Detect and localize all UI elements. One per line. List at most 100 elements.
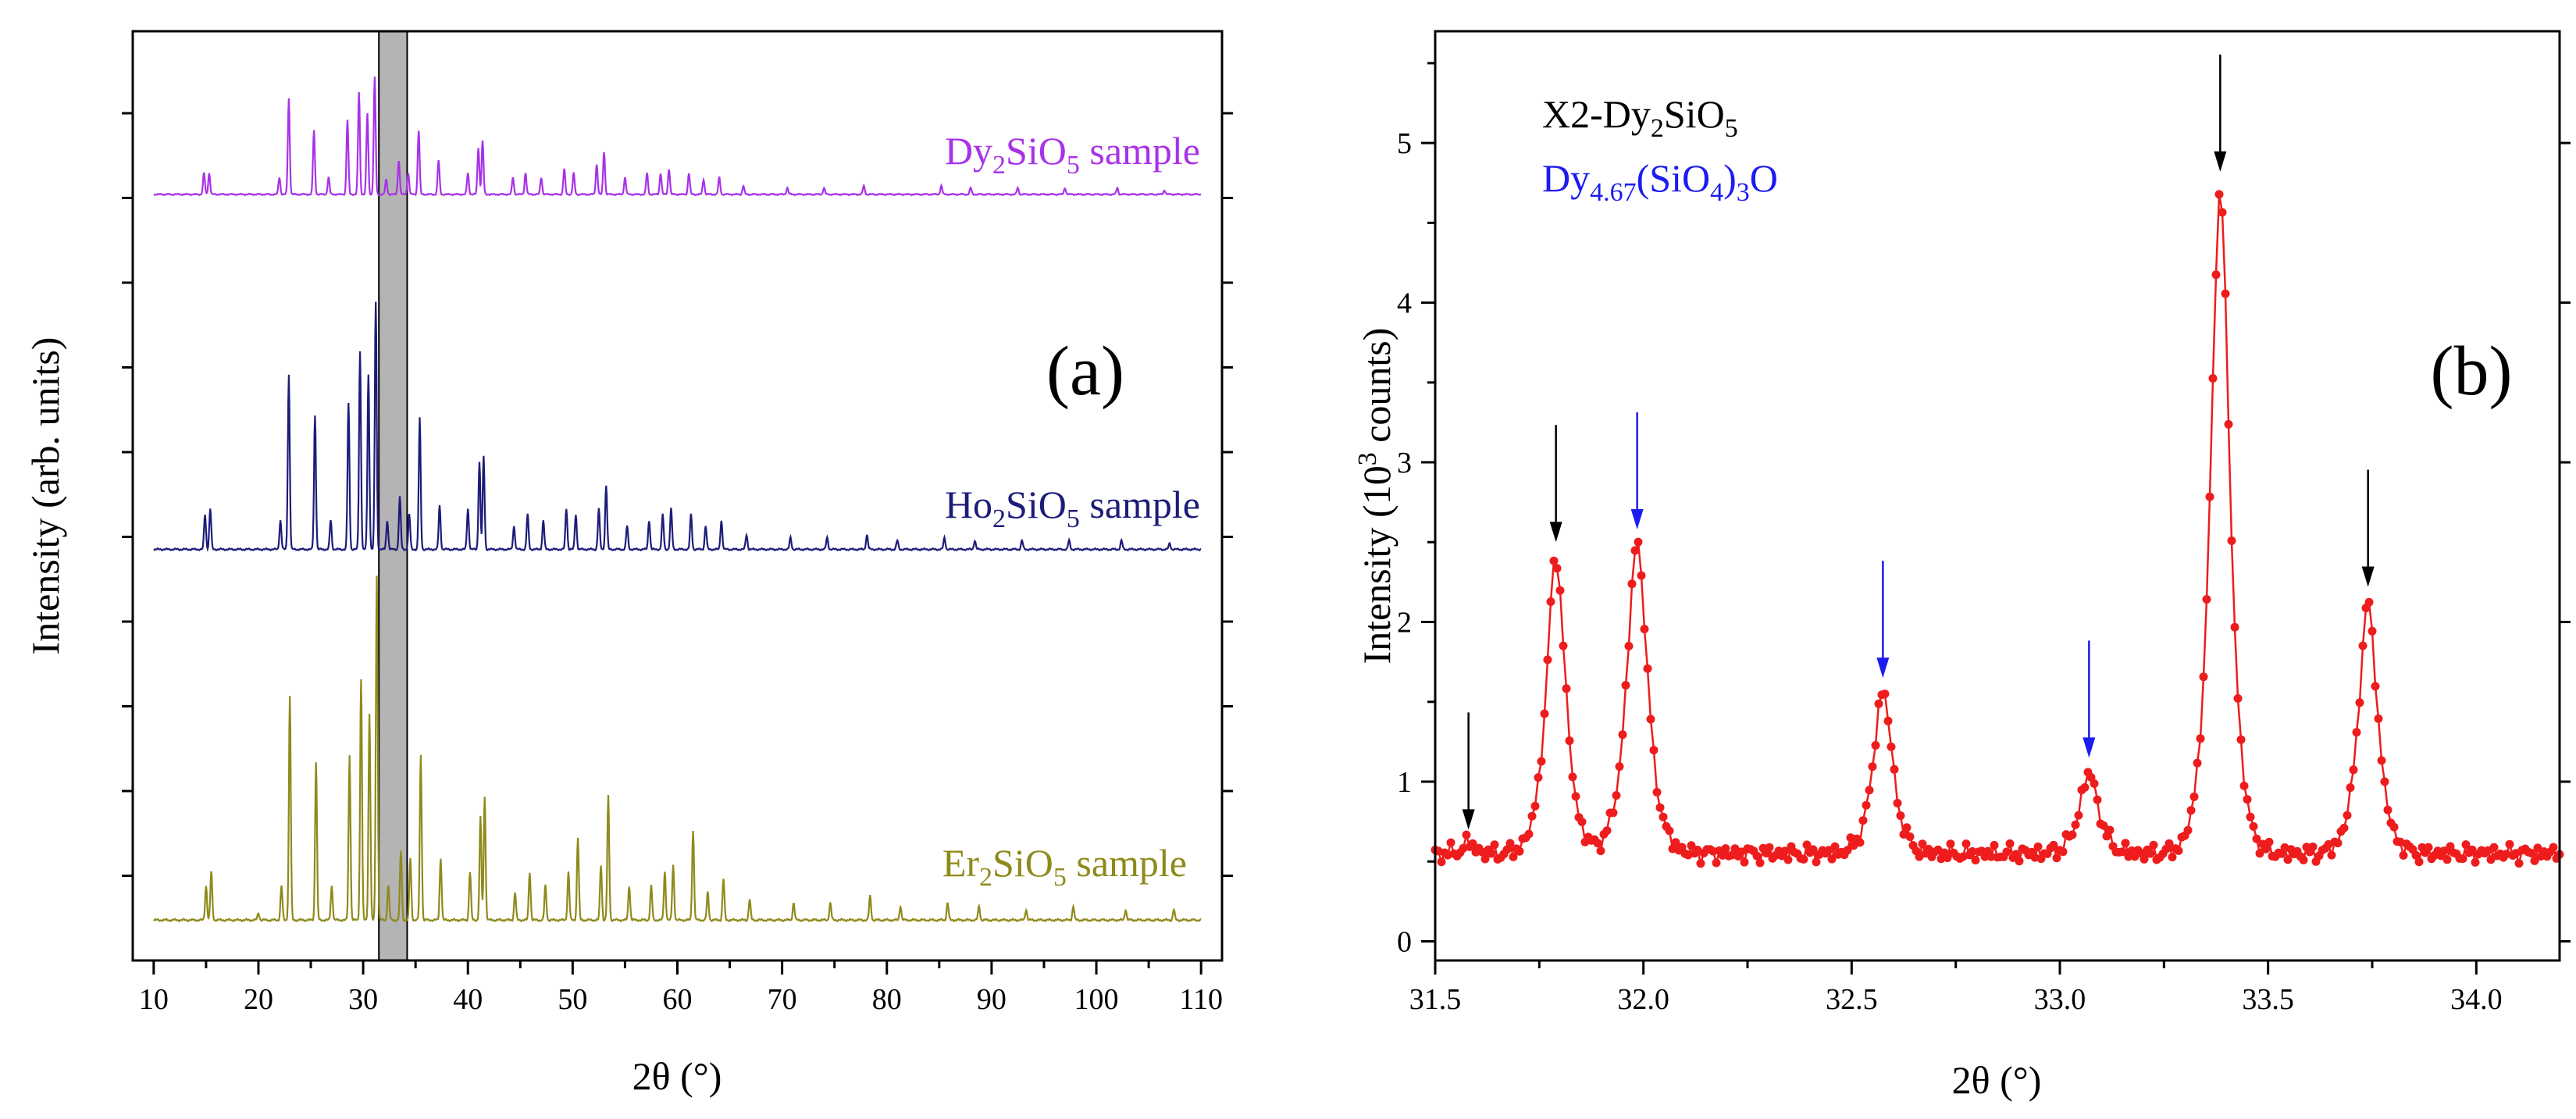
data-point	[2515, 859, 2524, 868]
data-point	[2053, 854, 2061, 862]
data-point	[1653, 788, 1662, 796]
data-point	[2328, 851, 2336, 860]
panel-b-data-points	[1431, 190, 2564, 868]
panel-b-x-ticks: 31.5 32.0 32.5 33.0 33.5 34.0	[1409, 960, 2503, 1016]
x-tick-label: 80	[872, 983, 902, 1016]
peak-arrow-head	[2083, 737, 2095, 757]
data-point	[1859, 816, 1868, 825]
data-point	[1622, 681, 1630, 690]
data-point	[2390, 823, 2399, 832]
data-point	[1897, 811, 1905, 820]
data-point	[1697, 859, 1705, 868]
data-point	[2459, 854, 2467, 863]
data-point	[2250, 822, 2258, 831]
data-point	[1447, 839, 1455, 847]
data-point	[1812, 857, 1821, 866]
data-point	[1644, 665, 1652, 673]
data-point	[2221, 290, 2230, 298]
data-point	[1712, 859, 1721, 868]
data-point	[2365, 598, 2374, 607]
x-tick-label: 10	[139, 983, 169, 1016]
data-point	[1903, 823, 1912, 832]
data-point	[1550, 557, 1559, 565]
data-point	[2206, 493, 2214, 501]
x-tick-label: 30	[348, 983, 378, 1016]
data-point	[1894, 799, 1902, 807]
data-point	[2090, 779, 2099, 788]
data-point	[1666, 826, 1674, 835]
peak-arrow-head	[1550, 522, 1562, 542]
data-point	[1609, 808, 1618, 817]
data-point	[1559, 642, 1568, 650]
data-point	[1862, 801, 1871, 810]
data-point	[1641, 625, 1649, 633]
data-point	[2072, 821, 2080, 829]
data-point	[1881, 690, 1890, 698]
data-point	[2400, 851, 2408, 860]
x-tick-label: 33.0	[2034, 983, 2086, 1016]
panel-a-x-axis-title: 2θ (°)	[632, 1054, 722, 1098]
sample-label-ho: Ho2SiO5 sample	[945, 483, 1200, 533]
panel-a-chart: 10 20 30 40 50 60 70 80 90 100 110 Dy2SiO5 sample …	[23, 31, 1233, 1098]
data-point	[2340, 824, 2349, 832]
data-point	[2346, 783, 2355, 792]
y-tick-label: 5	[1397, 127, 1412, 160]
data-point	[1659, 813, 1668, 821]
y-tick-label: 1	[1397, 766, 1412, 799]
x-tick-label: 33.5	[2242, 983, 2294, 1016]
y-tick-label: 2	[1397, 607, 1412, 640]
data-point	[2359, 642, 2368, 650]
data-point	[2334, 839, 2343, 847]
data-point	[1525, 830, 1534, 839]
data-point	[2228, 536, 2236, 545]
data-point	[1537, 757, 1546, 766]
data-point	[2190, 793, 2199, 801]
sample-label-dy: Dy2SiO5 sample	[945, 129, 1200, 180]
data-point	[2415, 857, 2424, 866]
data-point	[2234, 694, 2243, 703]
x-tick-label: 32.5	[1826, 983, 1878, 1016]
panel-b-chart: 31.5 32.0 32.5 33.0 33.5 34.0 0 1 2 3 4 5 X2-Dy2Si…	[1353, 31, 2571, 1102]
data-point	[1597, 846, 1605, 855]
data-point	[2353, 728, 2361, 736]
data-point	[2068, 831, 2077, 839]
data-point	[2343, 811, 2352, 820]
legend-x2-dy2sio5: X2-Dy2SiO5	[1542, 92, 1738, 143]
data-point	[1990, 841, 1999, 850]
peak-arrow-head	[1631, 509, 1644, 529]
data-point	[1594, 839, 1602, 847]
x-tick-label: 32.0	[1617, 983, 1669, 1016]
data-point	[1531, 802, 1540, 811]
data-point	[2425, 843, 2433, 852]
data-point	[1800, 855, 1808, 864]
data-point	[1650, 746, 1659, 754]
data-point	[2218, 208, 2227, 217]
data-point	[1906, 832, 1915, 841]
data-point	[1619, 730, 1627, 739]
data-point	[2471, 858, 2480, 867]
data-point	[2225, 420, 2233, 429]
data-point	[1884, 717, 1893, 725]
data-point	[1856, 838, 1865, 846]
data-point	[1528, 812, 1537, 821]
panel-a-label: (a)	[1046, 333, 1124, 410]
data-point	[2490, 843, 2499, 852]
data-point	[2265, 838, 2274, 846]
data-point	[1572, 792, 1580, 800]
x-tick-label: 40	[453, 983, 483, 1016]
data-point	[1872, 741, 1880, 750]
data-point	[1656, 804, 1665, 812]
data-point	[1463, 831, 1471, 839]
data-point	[2168, 853, 2177, 861]
data-point	[1566, 736, 1574, 745]
data-point	[1631, 547, 1640, 555]
data-point	[2309, 843, 2318, 851]
data-point	[2003, 847, 2011, 856]
data-point	[2187, 806, 2196, 814]
legend-dy467-sio4-3o: Dy4.67(SiO4)3O	[1542, 156, 1778, 207]
x-tick-label: 90	[977, 983, 1007, 1016]
data-point	[1612, 791, 1621, 800]
x-tick-label: 20	[244, 983, 273, 1016]
data-point	[2381, 778, 2389, 786]
data-point	[2231, 623, 2239, 632]
